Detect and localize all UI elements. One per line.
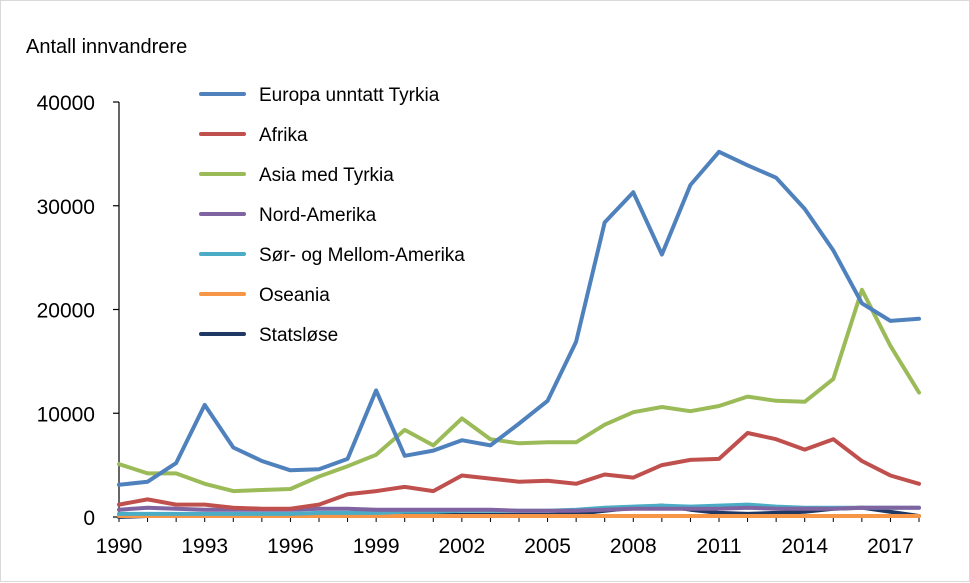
y-tick-label: 0: [83, 507, 95, 530]
legend-label: Europa unntatt Tyrkia: [259, 85, 440, 106]
legend-label: Sør- og Mellom-Amerika: [259, 245, 465, 266]
x-tick-label: 2002: [438, 535, 485, 558]
y-tick-label: 20000: [37, 300, 95, 323]
x-tick-label: 1993: [181, 535, 228, 558]
x-tick-label: 1990: [96, 535, 143, 558]
series-line-3: [117, 287, 921, 494]
y-axis-label: Antall innvandrere: [26, 36, 187, 58]
series-line-2: [117, 431, 921, 511]
y-tick-label: 40000: [37, 92, 95, 115]
y-tick-label: 30000: [37, 196, 95, 219]
legend-label: Statsløse: [259, 325, 338, 346]
legend-label: Oseania: [259, 285, 330, 306]
x-tick-label: 2008: [610, 535, 657, 558]
legend-label: Asia med Tyrkia: [259, 165, 394, 186]
x-tick-label: 1999: [353, 535, 400, 558]
series-line-1: [117, 149, 921, 487]
axes: 0 10000 20000 30000 40000 1990 1993 1996 1999 200…: [37, 92, 920, 558]
y-tick-label: 10000: [37, 403, 95, 426]
x-tick-label: 2011: [696, 535, 741, 558]
x-tick-label: 2005: [524, 535, 571, 558]
legend-label: Nord-Amerika: [259, 205, 377, 226]
x-tick-label: 1996: [267, 535, 314, 558]
x-tick-label: 2017: [867, 535, 914, 558]
series-layer: [117, 149, 921, 519]
legend: Europa unntatt Tyrkia Afrika Asia med Tyrk…: [199, 85, 465, 346]
x-tick-label: 2014: [781, 535, 828, 558]
legend-label: Afrika: [259, 125, 308, 146]
